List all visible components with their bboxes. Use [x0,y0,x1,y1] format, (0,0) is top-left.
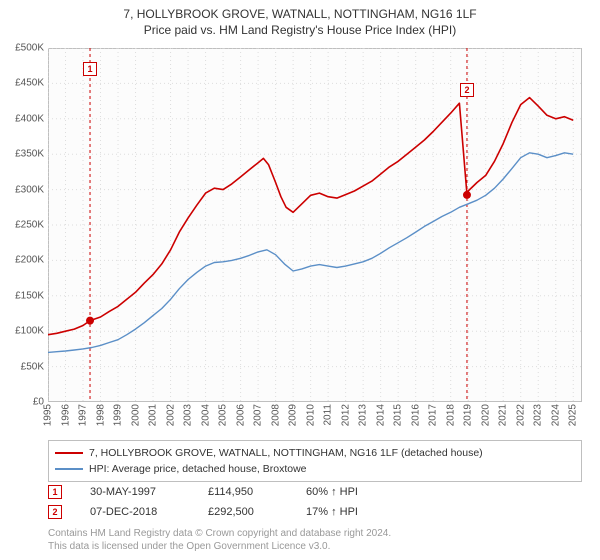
x-tick-label: 2004 [200,404,211,426]
chart-plot-area: 12 [48,48,582,402]
y-tick-label: £200K [15,255,44,266]
x-tick-label: 2002 [165,404,176,426]
x-tick-label: 2016 [410,404,421,426]
sales-table: 1 30-MAY-1997 £114,950 60% ↑ HPI 2 07-DEC-201… [48,482,582,522]
sale-price: £114,950 [208,486,278,498]
x-tick-label: 2007 [253,404,264,426]
sale-marker: 2 [48,505,62,519]
x-tick-label: 1995 [43,404,54,426]
y-tick-label: £100K [15,326,44,337]
footer-line2: This data is licensed under the Open Gov… [48,541,582,554]
x-tick-label: 2003 [183,404,194,426]
legend: 7, HOLLYBROOK GROVE, WATNALL, NOTTINGHAM… [48,440,582,482]
legend-row: 7, HOLLYBROOK GROVE, WATNALL, NOTTINGHAM… [55,445,575,461]
x-tick-label: 2005 [218,404,229,426]
x-tick-label: 2020 [480,404,491,426]
legend-swatch [55,452,83,454]
chart-title: 7, HOLLYBROOK GROVE, WATNALL, NOTTINGHAM… [0,0,600,38]
sale-row: 1 30-MAY-1997 £114,950 60% ↑ HPI [48,482,582,502]
sale-marker-on-chart: 2 [460,83,474,97]
sale-delta: 17% ↑ HPI [306,506,358,518]
x-tick-label: 2025 [568,404,579,426]
x-tick-label: 2024 [550,404,561,426]
x-tick-label: 2008 [270,404,281,426]
y-tick-label: £250K [15,220,44,231]
legend-label: HPI: Average price, detached house, Brox… [89,463,307,475]
x-tick-label: 2022 [515,404,526,426]
y-tick-label: £500K [15,43,44,54]
x-tick-label: 2017 [428,404,439,426]
x-tick-label: 2018 [445,404,456,426]
sale-marker: 1 [48,485,62,499]
x-tick-label: 2015 [393,404,404,426]
sale-date: 07-DEC-2018 [90,506,180,518]
x-tick-label: 2001 [148,404,159,426]
x-tick-label: 2000 [130,404,141,426]
chart-svg [48,48,582,402]
x-tick-label: 1996 [60,404,71,426]
footer-note: Contains HM Land Registry data © Crown c… [48,528,582,553]
legend-label: 7, HOLLYBROOK GROVE, WATNALL, NOTTINGHAM… [89,447,483,459]
x-tick-label: 2013 [358,404,369,426]
x-tick-label: 2009 [288,404,299,426]
title-line2: Price paid vs. HM Land Registry's House … [0,22,600,38]
y-tick-label: £350K [15,149,44,160]
sale-date: 30-MAY-1997 [90,486,180,498]
y-tick-label: £450K [15,78,44,89]
sale-price: £292,500 [208,506,278,518]
y-tick-label: £400K [15,113,44,124]
y-tick-label: £50K [21,361,44,372]
x-tick-label: 2006 [235,404,246,426]
x-tick-label: 2011 [323,404,334,426]
sale-marker-on-chart: 1 [83,62,97,76]
footer-line1: Contains HM Land Registry data © Crown c… [48,528,582,541]
x-tick-label: 2021 [498,404,509,426]
x-tick-label: 2010 [305,404,316,426]
sale-row: 2 07-DEC-2018 £292,500 17% ↑ HPI [48,502,582,522]
y-tick-label: £300K [15,184,44,195]
x-tick-label: 2012 [340,404,351,426]
x-tick-label: 2023 [533,404,544,426]
y-axis: £0£50K£100K£150K£200K£250K£300K£350K£400… [0,48,46,402]
title-line1: 7, HOLLYBROOK GROVE, WATNALL, NOTTINGHAM… [0,6,600,22]
x-axis: 1995199619971998199920002001200220032004… [48,404,582,438]
x-tick-label: 1999 [113,404,124,426]
sale-delta: 60% ↑ HPI [306,486,358,498]
x-tick-label: 2014 [375,404,386,426]
x-tick-label: 1997 [78,404,89,426]
x-tick-label: 2019 [463,404,474,426]
y-tick-label: £150K [15,290,44,301]
legend-swatch [55,468,83,470]
legend-row: HPI: Average price, detached house, Brox… [55,461,575,477]
x-tick-label: 1998 [95,404,106,426]
